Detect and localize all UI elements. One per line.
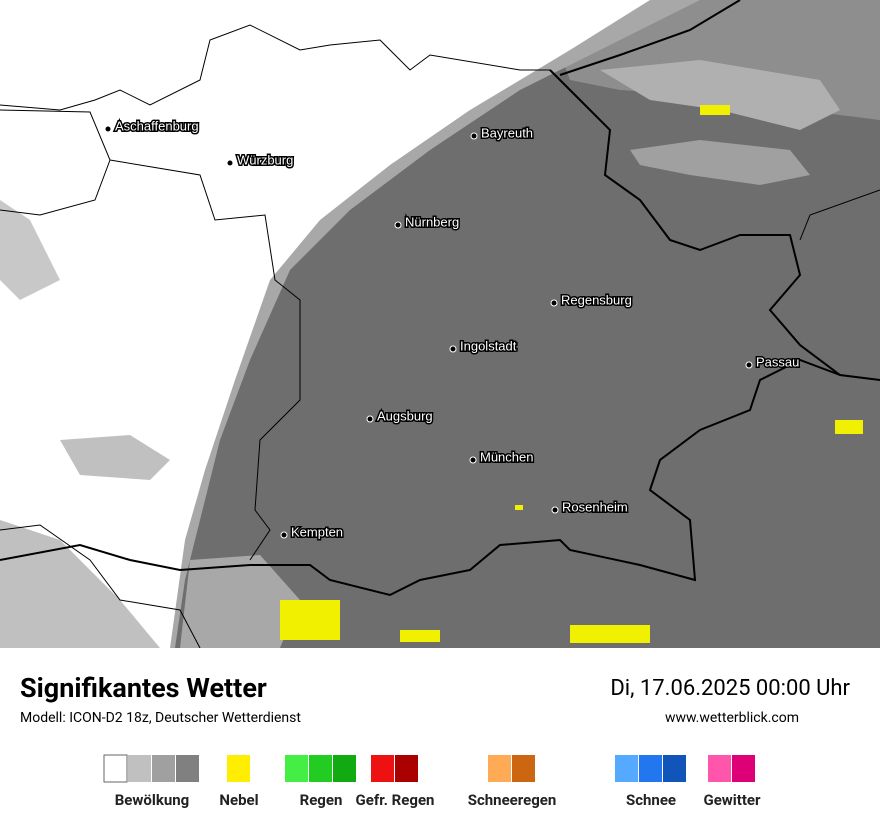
city-dot [449, 345, 457, 353]
legend-label: Gefr. Regen [355, 791, 435, 809]
legend-swatch [309, 755, 332, 782]
legend-swatch [371, 755, 394, 782]
city-dot [469, 456, 477, 464]
city-label: Passau [756, 354, 799, 369]
city-dot [551, 506, 559, 514]
city-label: München [480, 449, 533, 464]
city-label: Ingolstadt [460, 338, 517, 353]
title: Signifikantes Wetter [20, 672, 267, 704]
city-label: Nürnberg [405, 214, 459, 229]
legend-swatches [103, 754, 755, 783]
legend-label: Bewölkung [114, 791, 190, 809]
city-label: Bayreuth [481, 125, 533, 140]
legend-swatch [488, 755, 511, 782]
legend-swatch [285, 755, 308, 782]
date: Di, 17.06.2025 00:00 Uhr [610, 676, 850, 701]
city-label: Aschaffenburg [115, 118, 199, 133]
legend-swatch [176, 755, 199, 782]
legend-swatch [512, 755, 535, 782]
legend-swatch [663, 755, 686, 782]
city-dot [745, 361, 753, 369]
city-dot [226, 159, 234, 167]
legend-label: Schnee [625, 791, 677, 809]
legend-swatch [639, 755, 662, 782]
city-dot [394, 221, 402, 229]
city-dot [470, 132, 478, 140]
legend-swatch [103, 754, 128, 783]
legend-label: Schneeregen [467, 791, 557, 809]
legend-label: Gewitter [703, 791, 761, 809]
map: Aschaffenburg Würzburg Bayreuth Nürnberg Reg… [0, 0, 880, 648]
legend-swatch [333, 755, 356, 782]
legend-swatch [227, 755, 250, 782]
city-dot [104, 125, 112, 133]
legend-swatch [395, 755, 418, 782]
city-label: Würzburg [237, 152, 293, 167]
legend-swatch [152, 755, 175, 782]
legend-swatch [615, 755, 638, 782]
city-label: Rosenheim [562, 499, 628, 514]
city-label: Regensburg [561, 292, 632, 307]
city-label: Kempten [291, 524, 343, 539]
legend-swatch [708, 755, 731, 782]
legend-label: Nebel [219, 791, 259, 809]
legend-swatch [128, 755, 151, 782]
website: www.wetterblick.com [664, 710, 799, 726]
city-dot [280, 531, 288, 539]
legend-label: Regen [299, 791, 343, 809]
subtitle: Modell: ICON-D2 18z, Deutscher Wetterdie… [20, 710, 301, 726]
city-dot [366, 415, 374, 423]
city-dot [550, 299, 558, 307]
city-label: Augsburg [377, 408, 433, 423]
legend-swatch [732, 755, 755, 782]
